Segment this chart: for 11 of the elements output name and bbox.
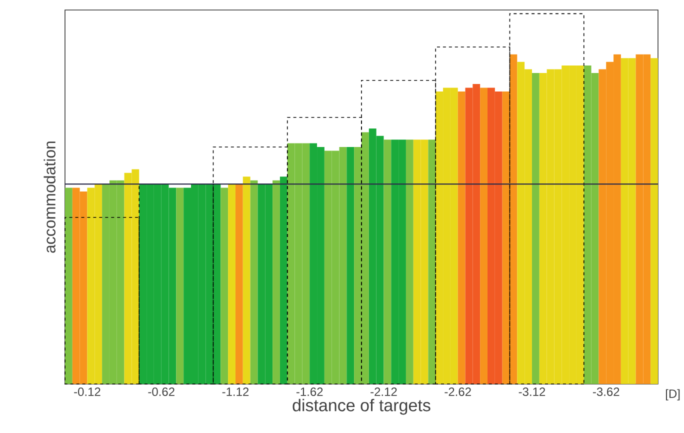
x-tick-label: -2.62 <box>444 388 471 396</box>
text: [D] <box>666 389 680 400</box>
x-tick-label: -3.62 <box>592 388 620 396</box>
x-tick-label: -3.12 <box>518 388 546 396</box>
x-tick-label: -1.62 <box>296 388 323 396</box>
x-tick-label: -0.12 <box>74 388 100 396</box>
x-tick-label: -0.62 <box>148 388 174 396</box>
x-axis-title: distance of targets <box>292 398 430 415</box>
x-tick-label: -2.12 <box>370 388 397 396</box>
y-axis-title: accommodation <box>44 142 56 253</box>
x-tick-label: -1.12 <box>222 388 249 396</box>
